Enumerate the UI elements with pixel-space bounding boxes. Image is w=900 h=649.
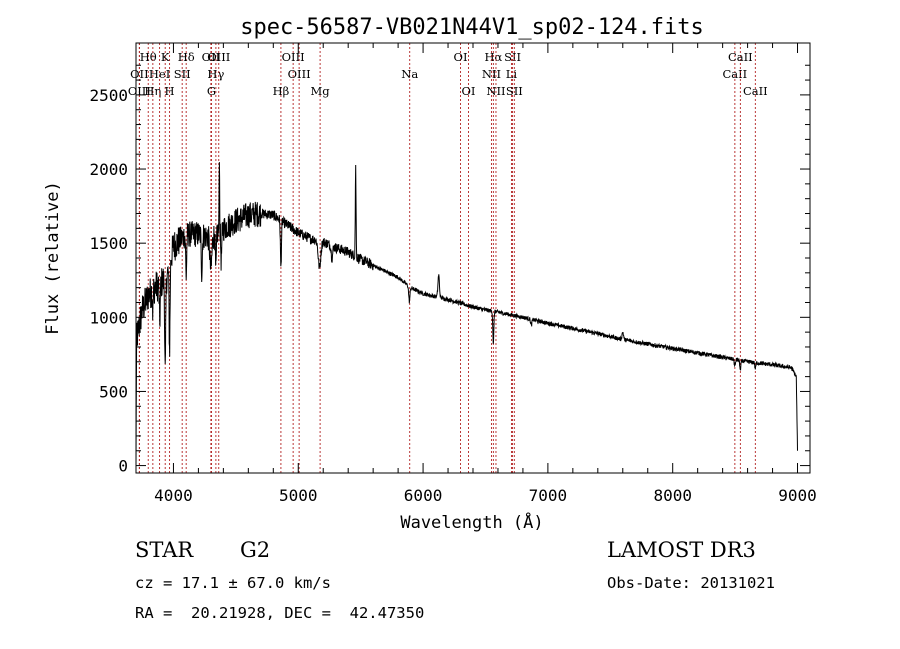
line-marker-label: OIII: [282, 50, 305, 64]
line-marker-label: OI: [454, 50, 468, 64]
y-tick-label: 1000: [89, 308, 128, 327]
line-marker-label: Na: [401, 67, 418, 81]
plot-frame: [135, 42, 811, 474]
coordinates: RA = 20.21928, DEC = 42.47350: [135, 604, 425, 622]
x-tick-label: 4000: [154, 486, 193, 505]
line-marker-label: NII: [486, 84, 505, 98]
line-marker-label: Hα: [484, 50, 502, 64]
line-marker-label: Hη: [144, 84, 161, 98]
x-tick-label: 6000: [404, 486, 443, 505]
line-marker-label: OI: [462, 84, 476, 98]
line-marker-label: Hδ: [178, 50, 195, 64]
object-class: STAR: [135, 538, 194, 562]
line-marker-label: CaII: [728, 50, 753, 64]
line-marker-label: K: [161, 50, 170, 64]
line-marker-label: SII: [174, 67, 191, 81]
line-marker-label: Hγ: [207, 67, 224, 81]
line-marker-label: OIII: [207, 50, 230, 64]
line-marker-label: Mg: [311, 84, 331, 98]
line-marker-label: Li: [506, 67, 518, 81]
y-tick-label: 2500: [89, 86, 128, 105]
line-marker-label: SII: [504, 50, 521, 64]
y-tick-label: 2000: [89, 160, 128, 179]
obs-date: Obs-Date: 20131021: [607, 574, 775, 592]
line-marker-label: CaII: [722, 67, 747, 81]
line-marker-label: G: [207, 84, 216, 98]
y-axis-label: Flux (relative): [43, 181, 63, 335]
y-tick-label: 0: [118, 457, 128, 476]
x-tick-label: 5000: [279, 486, 318, 505]
line-marker-label: H: [165, 84, 175, 98]
line-marker-label: Hβ: [273, 84, 290, 98]
y-tick-label: 1500: [89, 234, 128, 253]
chart-title: spec-56587-VB021N44V1_sp02-124.fits: [240, 15, 704, 40]
object-subclass: G2: [240, 538, 271, 562]
x-tick-label: 8000: [653, 486, 692, 505]
line-marker-label: OII: [130, 67, 149, 81]
x-tick-label: 7000: [529, 486, 568, 505]
line-marker-label: NII: [482, 67, 501, 81]
line-marker-label: HeI: [149, 67, 170, 81]
survey-name: LAMOST DR3: [607, 538, 756, 562]
spectrum-chart: spec-56587-VB021N44V1_sp02-124.fits Hθ OI…: [43, 15, 817, 533]
line-marker-label: CaII: [743, 84, 768, 98]
x-axis-label: Wavelength (Å): [400, 511, 543, 533]
line-marker-label: Hθ: [140, 50, 157, 64]
line-marker-label: SII: [506, 84, 523, 98]
line-marker-label: OIII: [288, 67, 311, 81]
spectrum-line: [135, 162, 798, 466]
axis-ticks: 4000 5000 6000 7000 8000 9000 0 500 1000 1500 2000…: [89, 43, 817, 505]
redshift-cz: cz = 17.1 ± 67.0 km/s: [135, 574, 331, 592]
y-tick-label: 500: [99, 382, 128, 401]
x-tick-label: 9000: [778, 486, 817, 505]
